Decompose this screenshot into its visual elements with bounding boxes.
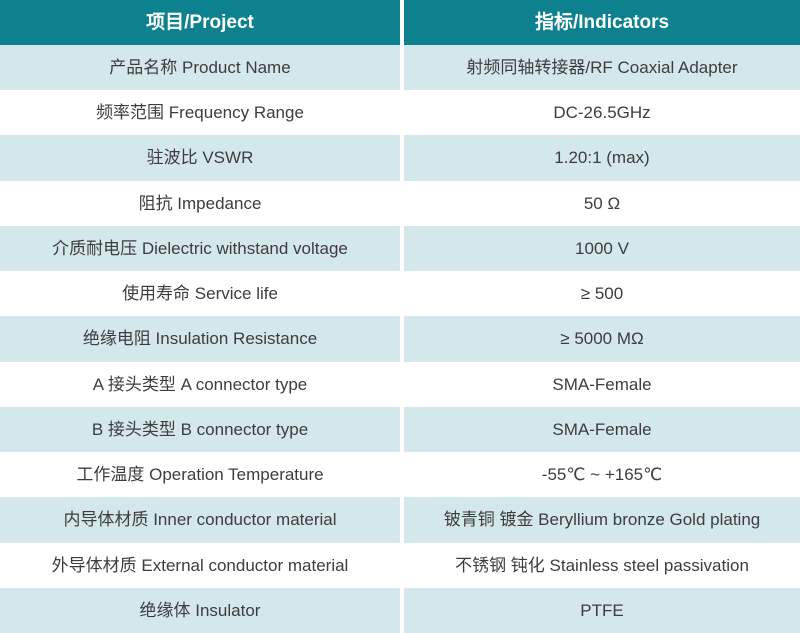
table-row: 外导体材质 External conductor material 不锈钢 钝化…: [0, 542, 800, 588]
row-value: 1000 V: [575, 238, 629, 258]
row-value: 1.20:1 (max): [554, 148, 650, 168]
row-label: 使用寿命 Service life: [0, 271, 404, 317]
row-value: -55℃ ~ +165℃: [541, 465, 663, 485]
row-label: 工作温度 Operation Temperature: [0, 452, 404, 498]
row-value: 不锈钢 钝化 Stainless steel passivation: [455, 555, 749, 575]
table-row: 介质耐电压 Dielectric withstand voltage 1000 …: [0, 225, 800, 272]
row-value: 50 Ω: [583, 193, 621, 213]
row-label: 阻抗 Impedance: [0, 180, 404, 226]
table-row: 产品名称 Product Name 射频同轴转接器/RF Coaxial Ada…: [0, 45, 800, 91]
row-label: 绝缘电阻 Insulation Resistance: [0, 316, 404, 362]
table-row: 内导体材质 Inner conductor material 铍青铜 镀金 Be…: [0, 497, 800, 543]
row-label: 产品名称 Product Name: [0, 45, 404, 91]
table-row: 频率范围 Frequency Range DC-26.5GHz: [0, 90, 800, 136]
table-row: 阻抗 Impedance 50 Ω: [0, 180, 800, 226]
row-label: 绝缘体 Insulator: [0, 587, 404, 633]
row-label: 频率范围 Frequency Range: [0, 90, 404, 136]
row-value: SMA-Female: [552, 419, 652, 439]
row-value: PTFE: [580, 600, 624, 620]
row-label: 内导体材质 Inner conductor material: [0, 497, 404, 543]
row-label: A 接头类型 A connector type: [0, 361, 404, 407]
table-row: 驻波比 VSWR 1.20:1 (max): [0, 135, 800, 181]
table-row: 绝缘体 Insulator PTFE: [0, 587, 800, 633]
row-value: SMA-Female: [552, 374, 652, 394]
table-row: 使用寿命 Service life ≥ 500: [0, 271, 800, 317]
row-value: 射频同轴转接器/RF Coaxial Adapter: [466, 57, 738, 77]
row-value: 铍青铜 镀金 Beryllium bronze Gold plating: [443, 510, 761, 530]
table-row: 工作温度 Operation Temperature -55℃ ~ +165℃: [0, 452, 800, 498]
row-label: 外导体材质 External conductor material: [0, 542, 404, 588]
row-value: ≥ 5000 MΩ: [560, 329, 644, 349]
table-row: 绝缘电阻 Insulation Resistance ≥ 5000 MΩ: [0, 316, 800, 362]
header-indicators: 指标/Indicators: [534, 11, 670, 33]
row-label: 介质耐电压 Dielectric withstand voltage: [0, 225, 404, 272]
row-value: ≥ 500: [580, 284, 624, 304]
row-value: DC-26.5GHz: [553, 103, 651, 123]
table-row: B 接头类型 B connector type SMA-Female: [0, 406, 800, 453]
table-header-row: 项目/Project 指标/Indicators: [0, 0, 800, 45]
row-label: 驻波比 VSWR: [0, 135, 404, 181]
row-label: B 接头类型 B connector type: [0, 406, 404, 453]
header-project: 项目/Project: [0, 0, 404, 45]
table-row: A 接头类型 A connector type SMA-Female: [0, 361, 800, 407]
